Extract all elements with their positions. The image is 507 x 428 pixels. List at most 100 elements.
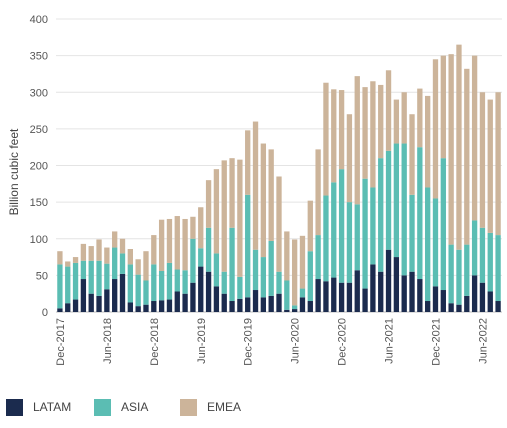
y-tick-label: 50: [36, 270, 48, 282]
bar-emea-aug-2019: [213, 169, 220, 254]
legend-label-latam: LATAM: [33, 400, 72, 414]
bar-asia-may-2018: [96, 260, 102, 296]
bar-asia-jun-2018: [104, 263, 110, 290]
bar-latam-oct-2021: [417, 279, 423, 312]
bar-latam-mar-2018: [80, 279, 87, 312]
x-tick-label: Jun-2020: [290, 318, 302, 364]
bar-emea-mar-2022: [456, 44, 462, 250]
bar-emea-may-2021: [378, 84, 384, 159]
bar-asia-sep-2018: [127, 264, 133, 303]
bar-asia-apr-2018: [88, 260, 94, 294]
bar-latam-apr-2018: [88, 293, 94, 312]
bar-emea-jul-2022: [487, 99, 493, 233]
bar-latam-feb-2021: [354, 270, 360, 312]
bar-emea-aug-2020: [307, 200, 313, 252]
bar-emea-dec-2021: [432, 59, 439, 199]
y-tick-label: 200: [30, 161, 48, 173]
bar-emea-jan-2022: [440, 55, 446, 159]
bar-latam-oct-2020: [323, 281, 329, 312]
bar-asia-jul-2022: [487, 232, 493, 292]
bar-latam-jun-2020: [291, 309, 298, 312]
bar-emea-apr-2019: [182, 218, 188, 271]
bar-emea-sep-2018: [127, 249, 133, 265]
bar-asia-nov-2020: [331, 182, 337, 278]
bar-asia-nov-2021: [425, 187, 431, 302]
bar-latam-mar-2021: [362, 288, 368, 312]
bar-asia-nov-2019: [237, 276, 243, 299]
legend-label-asia: ASIA: [121, 400, 149, 414]
bar-emea-jul-2019: [205, 180, 212, 228]
bar-emea-jun-2021: [385, 70, 392, 151]
bar-emea-feb-2022: [448, 54, 454, 245]
bar-latam-oct-2018: [135, 306, 141, 312]
bar-emea-may-2018: [96, 239, 102, 261]
bar-latam-jun-2022: [479, 282, 486, 312]
bar-asia-aug-2019: [213, 253, 220, 287]
bar-asia-apr-2020: [276, 271, 282, 294]
bar-latam-dec-2019: [245, 297, 251, 312]
y-tick-label: 300: [30, 87, 48, 99]
bar-asia-oct-2019: [229, 227, 235, 302]
bar-asia-jul-2018: [112, 247, 118, 280]
bar-emea-dec-2019: [245, 130, 251, 195]
bar-asia-may-2020: [284, 280, 290, 310]
bar-latam-may-2019: [190, 282, 196, 312]
stacked-bar-chart: 0 50 100 150 200 250 300 350 400 Dec-2017 Jun-2018…: [7, 14, 502, 366]
bar-emea-jun-2020: [291, 239, 298, 306]
bar-emea-aug-2021: [401, 92, 407, 144]
y-tick-label: 250: [30, 124, 48, 136]
bar-latam-feb-2022: [448, 303, 454, 312]
bar-latam-sep-2021: [409, 271, 415, 312]
legend-swatch-emea: [180, 399, 197, 416]
bar-emea-may-2019: [190, 216, 196, 239]
bar-asia-aug-2018: [119, 253, 126, 274]
bar-latam-jun-2021: [385, 249, 392, 312]
bar-latam-jul-2019: [205, 271, 212, 312]
bar-latam-apr-2020: [276, 293, 282, 312]
bar-latam-may-2021: [378, 271, 384, 312]
bar-emea-mar-2018: [80, 243, 87, 261]
bar-latam-mar-2019: [174, 291, 180, 312]
x-tick-label: Jun-2022: [477, 318, 489, 364]
bar-asia-mar-2022: [456, 249, 462, 305]
bar-latam-nov-2020: [331, 277, 337, 312]
bar-emea-feb-2020: [260, 143, 267, 258]
bar-latam-aug-2019: [213, 286, 220, 312]
bar-emea-oct-2018: [135, 259, 141, 275]
bar-latam-nov-2018: [143, 304, 149, 312]
y-tick-label: 100: [30, 234, 48, 246]
bar-latam-sep-2020: [315, 279, 321, 312]
bar-latam-jul-2021: [393, 257, 400, 312]
bar-asia-mar-2020: [268, 240, 274, 296]
bar-latam-jan-2018: [65, 303, 71, 312]
bar-latam-may-2020: [284, 309, 290, 312]
bar-emea-jul-2021: [393, 99, 400, 144]
bar-latam-mar-2020: [268, 295, 274, 312]
bar-asia-jun-2022: [479, 227, 486, 283]
y-tick-label: 350: [30, 51, 48, 63]
bar-asia-apr-2022: [464, 244, 470, 296]
legend-swatch-latam: [6, 399, 23, 416]
legend-swatch-asia: [94, 399, 111, 416]
bar-latam-jul-2018: [112, 279, 118, 312]
bar-latam-dec-2018: [151, 301, 157, 312]
bar-latam-aug-2018: [119, 273, 126, 312]
bar-latam-sep-2018: [127, 302, 133, 312]
bar-emea-sep-2021: [409, 114, 415, 195]
bar-latam-feb-2020: [260, 297, 267, 312]
bar-latam-jan-2022: [440, 290, 446, 312]
bar-emea-apr-2018: [88, 246, 94, 261]
bar-emea-jun-2019: [198, 207, 204, 249]
bar-latam-may-2018: [96, 295, 102, 312]
bar-asia-feb-2019: [166, 262, 173, 300]
y-tick-label: 0: [42, 307, 48, 319]
y-tick-label: 150: [30, 197, 48, 209]
y-axis-label: Billion cubic feet: [7, 128, 21, 215]
bar-asia-mar-2021: [362, 178, 368, 289]
bar-asia-dec-2017: [57, 264, 63, 309]
bar-emea-nov-2019: [237, 159, 243, 277]
bar-emea-jan-2021: [346, 114, 353, 203]
bar-asia-mar-2019: [174, 269, 180, 292]
x-tick-label: Dec-2018: [149, 318, 161, 366]
bar-latam-apr-2022: [464, 295, 470, 312]
